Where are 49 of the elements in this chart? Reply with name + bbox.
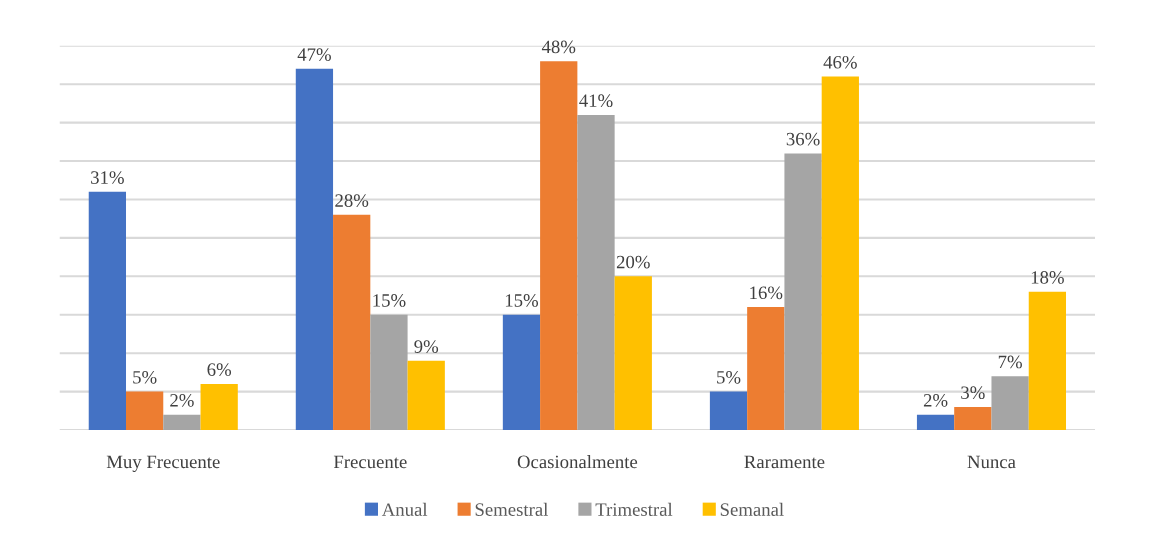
data-label: 16% (750, 286, 783, 300)
data-label: 36% (786, 132, 820, 146)
data-label: 3% (961, 386, 985, 400)
legend-label: Anual (381, 502, 428, 516)
data-label: 5% (133, 370, 157, 384)
bar (747, 307, 785, 431)
data-label: 28% (335, 194, 369, 207)
data-label: 7% (998, 355, 1022, 369)
bar (614, 276, 652, 431)
bar (1028, 291, 1067, 431)
data-label: 2% (170, 394, 194, 407)
data-label: 47% (297, 48, 331, 61)
x-tick-label: Muy Frecuente (106, 455, 220, 473)
bar (333, 214, 371, 431)
legend-label: Trimestral (595, 502, 673, 516)
bar (540, 61, 578, 431)
x-tick-label: Raramente (744, 455, 825, 469)
bar (370, 314, 408, 431)
bar (784, 153, 822, 431)
data-label: 18% (1031, 271, 1064, 284)
bar (295, 68, 334, 431)
data-label: 9% (414, 340, 439, 353)
x-tick-label: Ocasionalmente (517, 455, 638, 469)
bar (577, 114, 615, 431)
data-label: 5% (717, 370, 741, 384)
bar (991, 376, 1029, 431)
data-label: 46% (823, 55, 857, 69)
x-tick-label: Nunca (967, 455, 1016, 469)
data-label: 41% (579, 94, 613, 108)
bar (954, 406, 992, 431)
data-label: 15% (505, 294, 539, 307)
bar (88, 191, 126, 431)
data-label: 6% (207, 363, 232, 376)
bar (821, 76, 859, 431)
data-label: 48% (541, 40, 576, 54)
bar (407, 360, 445, 431)
data-label: 31% (91, 171, 124, 184)
bar (200, 383, 238, 431)
bar (502, 314, 541, 431)
legend-label: Semanal (720, 502, 784, 516)
data-label: 20% (616, 255, 650, 269)
data-label: 2% (923, 394, 948, 407)
data-label: 15% (373, 294, 406, 307)
bar (916, 414, 955, 431)
legend-label: Semestral (475, 502, 548, 516)
bar (126, 391, 164, 431)
bar (163, 414, 201, 431)
bar (709, 391, 748, 431)
x-tick-label: Frecuente (333, 455, 407, 469)
